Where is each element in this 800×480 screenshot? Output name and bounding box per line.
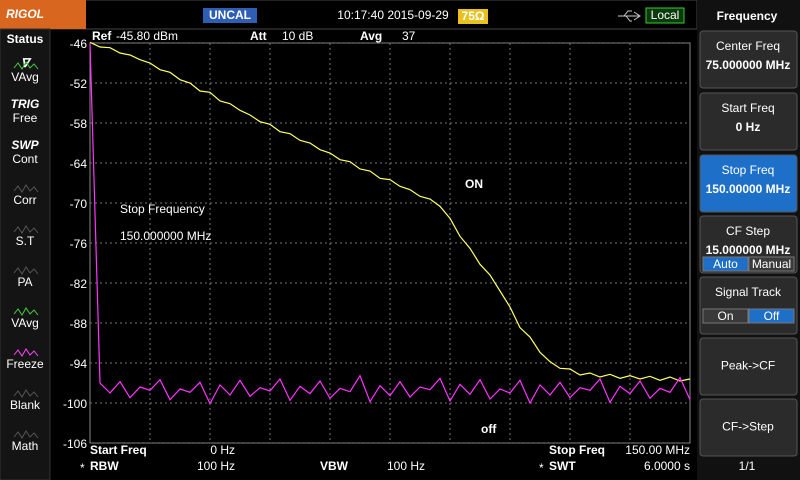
annotation: Stop Frequency [120, 202, 205, 216]
toggle-option-label: On [717, 309, 733, 323]
info-value: 10 dB [282, 29, 313, 43]
datetime: 10:17:40 2015-09-29 [337, 8, 449, 22]
impedance: 75Ω [462, 9, 485, 23]
menu-button[interactable] [699, 92, 798, 151]
y-tick-label: -64 [70, 157, 88, 171]
top-bar [0, 0, 698, 30]
toggle-option[interactable] [702, 308, 749, 324]
y-tick-label: -82 [70, 277, 88, 291]
menu-button-label: Center Freq [716, 39, 780, 53]
info-label: Ref [92, 29, 112, 43]
status-icon [13, 430, 39, 439]
footer-value: 100 Hz [387, 459, 425, 473]
info-value: 37 [402, 29, 416, 43]
menu-button[interactable] [699, 337, 798, 396]
status-icon [13, 348, 39, 357]
menu-button-label: Stop Freq [722, 163, 775, 177]
y-tick-label: -58 [70, 117, 88, 131]
info-label: Avg [360, 29, 382, 43]
logo: RIGOL [6, 7, 44, 21]
trace [89, 42, 691, 406]
toggle-option[interactable] [748, 256, 795, 272]
footer-label: Stop Freq [549, 443, 605, 457]
menu-button-value: 15.000000 MHz [706, 243, 791, 257]
y-tick-label: -76 [70, 237, 88, 251]
menu-button-value: 150.00000 MHz [706, 182, 791, 196]
status-label: Blank [10, 398, 41, 412]
status-label: Freeze [6, 357, 44, 371]
menu-button[interactable] [699, 154, 798, 213]
series-label: off [481, 422, 497, 436]
y-tick-label: -100 [63, 397, 87, 411]
footer-value: 100 Hz [197, 459, 235, 473]
local-badge [645, 7, 685, 24]
y-tick-label: -88 [70, 317, 88, 331]
menu-button-label: CF->Step [722, 420, 774, 434]
footer-label: SWT [549, 459, 576, 473]
status-icon [13, 61, 39, 70]
status-label: Math [12, 439, 39, 453]
logo-bg [0, 0, 86, 29]
annotation: 150.000000 MHz [120, 229, 211, 243]
usb-icon [618, 10, 641, 22]
y-tick-label: -106 [63, 437, 87, 451]
menu-button-label: Signal Track [715, 285, 782, 299]
local: Local [651, 8, 680, 22]
menu-button-value: 75.000000 MHz [706, 58, 791, 72]
toggle-option[interactable] [702, 256, 749, 272]
toggle-option-label: Manual [752, 257, 791, 271]
status-label: VAvg [11, 70, 39, 84]
menu-button-value: 0 Hz [736, 120, 761, 134]
menu-button[interactable] [699, 398, 798, 457]
status-icon [13, 307, 39, 316]
info-value: -45.80 dBm [116, 29, 178, 43]
status-icon [13, 266, 39, 275]
toggle-option-label: Auto [713, 257, 738, 271]
menu-button-label: CF Step [726, 224, 770, 238]
menu-button[interactable] [699, 30, 798, 89]
menu-page: 1/1 [739, 459, 756, 473]
status-panel [0, 28, 51, 480]
y-tick-label: -70 [70, 197, 88, 211]
footer-label: VBW [320, 459, 349, 473]
footer-value: 150.00 MHz [625, 443, 690, 457]
series-label: ON [465, 177, 483, 191]
status-label: PA [17, 275, 32, 289]
info-label: Att [250, 29, 267, 43]
status-label: VAvg [11, 316, 39, 330]
footer-mark: * [539, 461, 544, 475]
uncal: UNCAL [209, 8, 251, 22]
trace [89, 41, 691, 382]
status-icon-text: SWP [11, 138, 39, 152]
menu-title: Frequency [717, 9, 778, 23]
y-tick-label: -46 [70, 37, 88, 51]
footer-value: 6.0000 s [644, 459, 690, 473]
footer-label: RBW [90, 459, 119, 473]
toggle-option-label: Off [764, 309, 780, 323]
status-label: Free [13, 111, 38, 125]
footer-mark: * [80, 461, 85, 475]
toggle-option[interactable] [748, 308, 795, 324]
menu-button-label: Peak->CF [721, 359, 775, 373]
impedance-badge [458, 9, 488, 24]
menu-button-label: Start Freq [721, 101, 774, 115]
status-icon [13, 225, 39, 234]
footer-value: 0 Hz [210, 443, 235, 457]
status-label: Corr [13, 193, 36, 207]
y-tick-label: -94 [70, 357, 88, 371]
status-icon [13, 389, 39, 398]
status-label: S.T [16, 234, 35, 248]
uncal-badge [203, 8, 257, 23]
status-title: Status [7, 32, 44, 46]
footer-label: Start Freq [90, 443, 147, 457]
y-tick-label: -52 [70, 77, 88, 91]
status-label: Cont [12, 152, 38, 166]
status-icon [13, 184, 39, 193]
status-icon-text: TRIG [11, 97, 40, 111]
